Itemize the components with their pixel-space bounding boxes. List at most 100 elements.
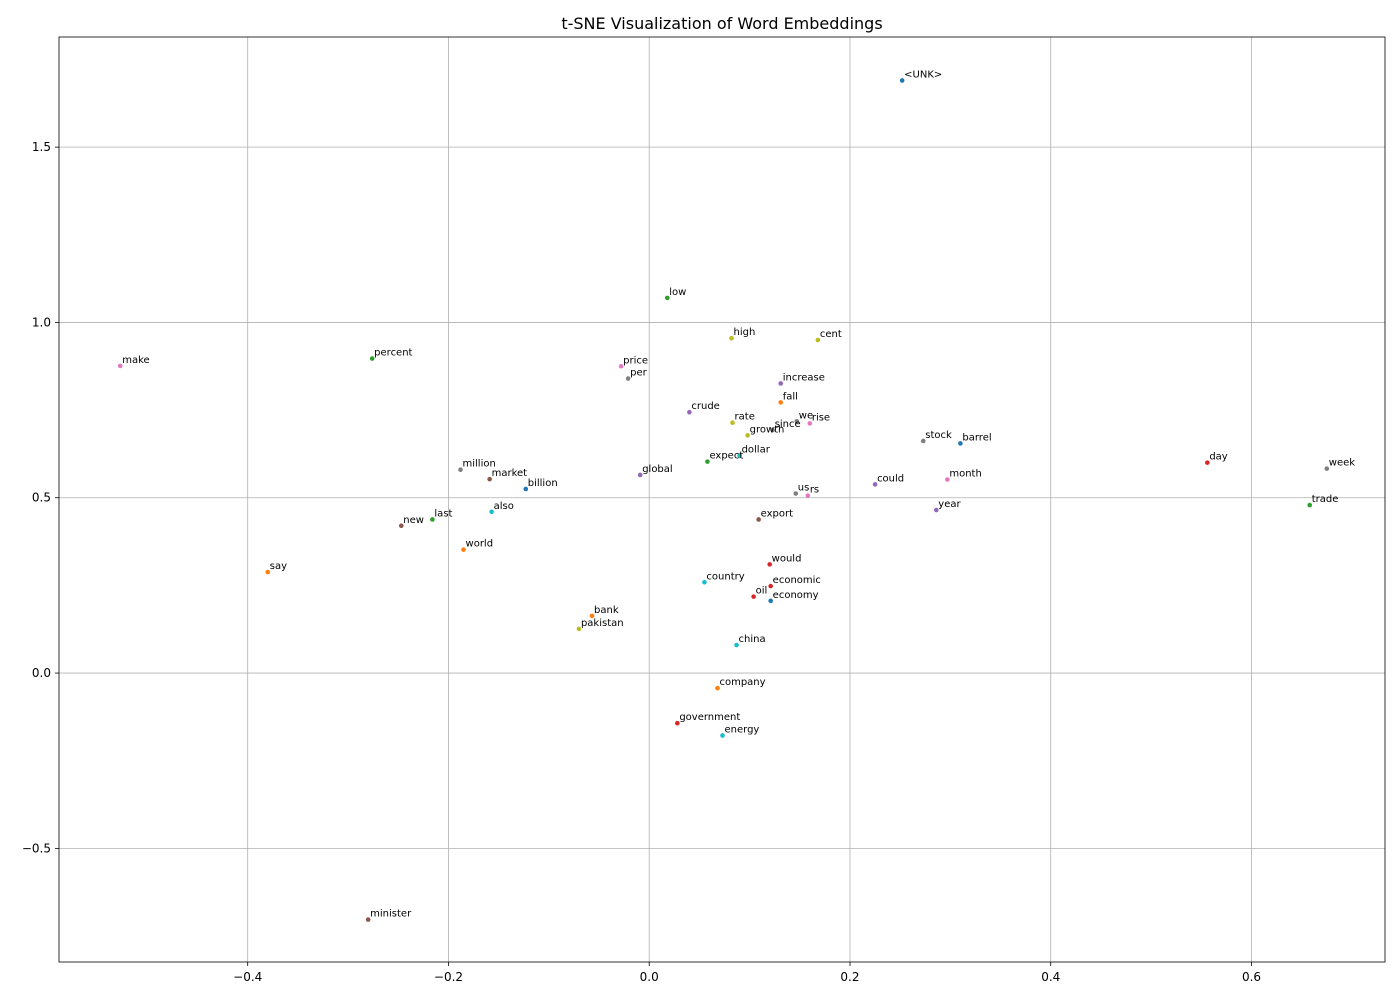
x-tick-label: −0.2 [434,970,463,984]
point-label: export [761,508,793,519]
data-point [737,453,742,458]
y-tick-label: −0.5 [22,841,51,855]
data-point [770,427,775,433]
point-label: last [434,508,452,519]
data-point [945,477,950,482]
point-label: pakistan [581,618,624,629]
data-point [715,685,720,691]
point-label: economic [773,575,821,586]
point-label: per [630,368,648,379]
data-point [625,376,631,381]
point-label: minister [370,909,412,920]
point-label: rate [735,412,755,423]
data-point [589,613,595,619]
data-point [729,335,734,341]
data-point [687,409,692,415]
data-point [1205,460,1210,465]
chart-title: t-SNE Visualization of Word Embeddings [561,14,882,33]
data-point [958,441,963,446]
data-point [265,569,271,575]
point-label: month [949,469,981,480]
x-tick-label: 0.6 [1242,970,1261,984]
point-label: increase [783,372,825,383]
y-tick-label: 1.5 [32,140,51,154]
point-label: growth [750,424,785,435]
data-point [751,594,756,599]
data-point [768,583,773,589]
point-label: we [799,410,813,421]
points [117,78,1330,922]
point-label: global [642,464,673,475]
data-point [117,363,123,369]
data-point [730,420,735,426]
point-label: low [669,287,686,298]
data-point [778,381,784,386]
point-label: government [679,712,740,723]
data-point [369,356,375,361]
point-label: economy [773,590,819,601]
point-label: million [463,459,496,470]
data-point [872,482,878,487]
x-tick-label: 0.2 [840,970,859,984]
point-label: dollar [742,445,771,456]
data-point [618,363,624,369]
point-label: year [938,499,961,510]
point-label: country [706,571,744,582]
data-point [778,400,784,405]
point-label: make [122,355,149,366]
point-label: world [466,539,494,550]
data-point [458,467,463,472]
point-label: trade [1312,494,1339,505]
point-label: energy [725,724,760,735]
data-point [702,579,707,585]
y-tick-label: 0.0 [32,666,51,680]
x-tick-label: 0.4 [1041,970,1060,984]
data-point [899,78,905,83]
point-label: price [623,355,648,366]
data-point [756,517,761,522]
data-point [487,476,492,482]
data-point [637,472,643,478]
point-label: could [877,473,904,484]
x-tick-label: 0.0 [640,970,659,984]
point-label: barrel [962,432,991,443]
point-label: say [270,561,287,572]
point-label: also [494,501,514,512]
data-point [767,562,772,567]
data-point [815,337,821,343]
point-label: stock [925,430,952,441]
point-label: market [492,468,528,479]
data-point [734,642,739,648]
data-point [920,438,926,444]
data-point [398,523,404,529]
point-labels: <UNK> low high cent make percent price per incre… [122,69,1355,919]
point-label: percent [374,348,412,359]
data-point [768,598,773,604]
point-label: us [798,483,810,494]
data-point [805,493,811,498]
point-label: crude [691,401,719,412]
point-label: fall [783,391,798,402]
data-point [934,507,939,513]
x-tick-label: −0.4 [233,970,262,984]
data-point [1307,502,1313,508]
data-point [365,917,371,922]
data-point [675,720,680,726]
point-label: company [719,677,765,688]
data-point [523,486,529,492]
point-label: day [1209,452,1227,463]
data-point [720,733,725,738]
point-label: <UNK> [904,69,942,80]
data-point [794,419,800,424]
point-label: week [1329,458,1355,469]
point-label: would [772,553,802,564]
data-point [705,459,710,464]
point-label: bank [594,605,619,616]
grid [59,37,1385,962]
data-point [664,295,670,301]
data-point [793,491,799,496]
point-label: since [775,419,801,430]
plot-frame [58,36,1386,963]
plot-background [59,37,1385,962]
